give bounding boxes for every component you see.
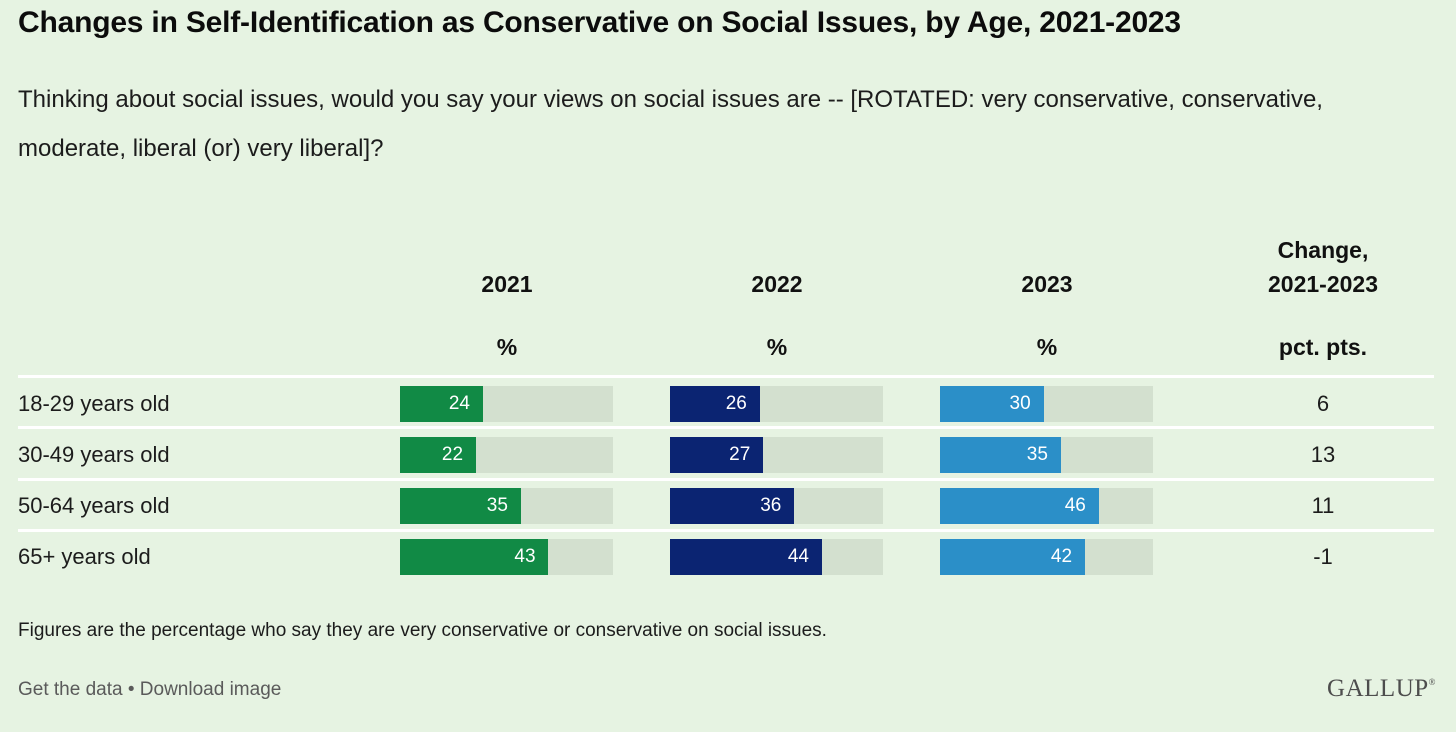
column-header-change-line1: Change,: [1277, 237, 1369, 263]
bar-track-2021: 43: [400, 539, 613, 575]
bar-2021: [400, 386, 483, 422]
change-value: 6: [1316, 391, 1330, 416]
chart-subtitle: Thinking about social issues, would you …: [18, 86, 1323, 162]
chart-title: Changes in Self-Identification as Conser…: [18, 6, 1181, 39]
bar-track-2023: 46: [940, 488, 1153, 524]
column-header-2022: 2022: [751, 271, 803, 297]
column-unit-2021: %: [496, 334, 518, 360]
bar-track-2022: 26: [670, 386, 883, 422]
bar-value-label: 26: [725, 393, 747, 414]
bar-2022: [670, 539, 822, 575]
bar-value-label: 36: [760, 495, 782, 516]
bar-value-label: 27: [729, 444, 751, 465]
column-unit-2023: %: [1036, 334, 1058, 360]
column-header-2021: 2021: [481, 271, 533, 297]
bar-track-2021: 35: [400, 488, 613, 524]
change-value: -1: [1313, 544, 1333, 569]
gallup-logo: GALLUP®: [1327, 675, 1436, 703]
row-label: 50-64 years old: [18, 493, 170, 518]
column-header-change-line2: 2021-2023: [1268, 271, 1378, 297]
column-unit-2022: %: [766, 334, 788, 360]
bar-value-label: 35: [1026, 444, 1048, 465]
get-data-link[interactable]: Get the data: [18, 679, 123, 700]
bar-2022: [670, 437, 764, 473]
bar-value-label: 42: [1050, 546, 1073, 567]
bar-track-2021: 22: [400, 437, 613, 473]
change-value: 11: [1311, 493, 1335, 518]
chart-links: Get the data • Download image: [18, 679, 281, 701]
change-value: 13: [1310, 442, 1336, 467]
bar-value-label: 35: [486, 495, 508, 516]
bar-track-2023: 35: [940, 437, 1153, 473]
bar-value-label: 30: [1009, 393, 1031, 414]
bar-track-2023: 30: [940, 386, 1153, 422]
bar-2023: [940, 386, 1044, 422]
bar-value-label: 44: [787, 546, 809, 567]
row-divider: [18, 529, 1434, 532]
bar-2023: [940, 539, 1085, 575]
bar-value-label: 46: [1064, 495, 1086, 516]
bar-track-2022: 36: [670, 488, 883, 524]
row-divider: [18, 375, 1434, 378]
bar-2021: [400, 488, 521, 524]
column-unit-change: pct. pts.: [1278, 334, 1368, 360]
bar-2023: [940, 488, 1099, 524]
link-separator: •: [127, 679, 135, 700]
bar-2022: [670, 386, 760, 422]
bar-track-2022: 27: [670, 437, 883, 473]
bar-value-label: 43: [514, 546, 536, 567]
bar-track-2022: 44: [670, 539, 883, 575]
bar-value-label: 22: [441, 444, 464, 465]
bar-2023: [940, 437, 1061, 473]
column-header-2023: 2023: [1021, 271, 1073, 297]
bar-track-2021: 24: [400, 386, 613, 422]
row-label: 18-29 years old: [18, 391, 170, 416]
download-image-link[interactable]: Download image: [139, 679, 282, 700]
row-label: 30-49 years old: [18, 442, 170, 467]
gallup-logo-text: GALLUP: [1327, 675, 1429, 702]
bar-2022: [670, 488, 795, 524]
row-divider: [18, 426, 1434, 429]
chart-footnote: Figures are the percentage who say they …: [18, 620, 827, 641]
bar-2021: [400, 539, 549, 575]
registered-mark: ®: [1428, 677, 1436, 687]
bar-value-label: 24: [448, 393, 470, 414]
row-divider: [18, 478, 1434, 481]
bar-track-2023: 42: [940, 539, 1153, 575]
bar-2021: [400, 437, 476, 473]
row-label: 65+ years old: [18, 544, 151, 569]
